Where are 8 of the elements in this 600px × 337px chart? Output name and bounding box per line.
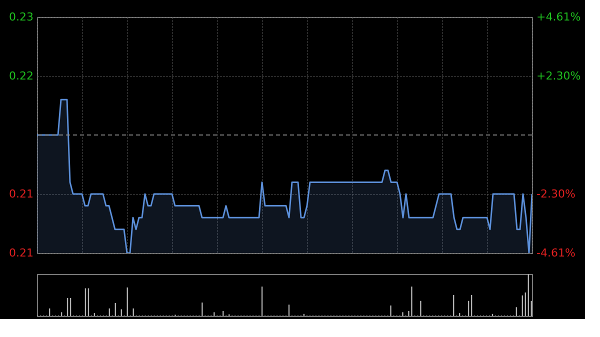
y-tick-label: 0.21: [9, 188, 34, 200]
y-tick-label: 0.22: [9, 70, 34, 82]
y2-tick-label: -2.30%: [536, 187, 576, 200]
y2-tick-label: -4.61%: [536, 246, 576, 260]
y-tick-label: 0.21: [9, 246, 34, 260]
y2-tick-label: +2.30%: [536, 70, 581, 83]
y-tick-label: 0.23: [9, 10, 34, 24]
y2-tick-label: +4.61%: [536, 10, 581, 24]
